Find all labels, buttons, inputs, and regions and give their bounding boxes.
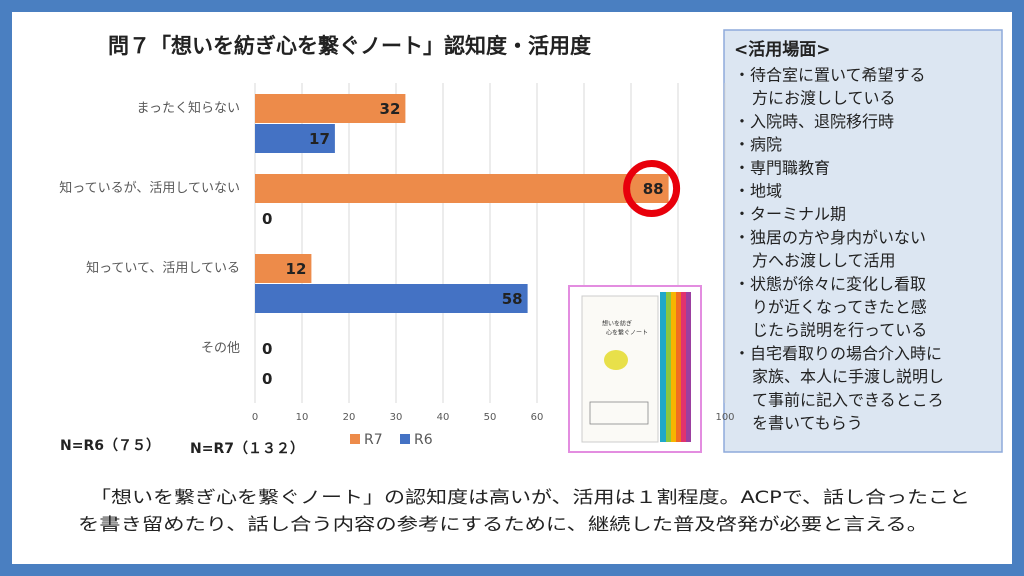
note-tab: [676, 292, 681, 442]
y-tick-label: 知っているが、活用していない: [59, 180, 240, 196]
legend-swatch: [350, 434, 360, 444]
bar: [255, 124, 335, 153]
panel-bullet: 方へお渡しして活用: [752, 251, 896, 270]
bar: [255, 254, 312, 283]
panel-bullet: 家族、本人に手渡し説明し: [752, 367, 944, 386]
note-tab: [686, 292, 691, 442]
highlight-circle: [623, 160, 681, 217]
x-tick-label: 30: [390, 412, 403, 423]
x-tick-label: 50: [484, 412, 497, 423]
x-tick-label: 60: [531, 412, 544, 423]
cover-title: 想いを紡ぎ: [602, 320, 632, 328]
y-tick-label: その他: [201, 341, 240, 356]
y-tick-label: まったく知らない: [137, 100, 240, 116]
note-tab: [660, 292, 666, 442]
data-label: 58: [502, 290, 523, 308]
panel-bullet: ・待合室に置いて希望する: [734, 66, 926, 85]
data-label: 17: [309, 130, 330, 148]
chart-title: 問７「想いを紡ぎ心を繋ぐノート」認知度・活用度: [108, 34, 591, 58]
footer-text: 「想いを繋ぎ心を繋ぐノート」の認知度は高いが、活用は１割程度。ACPで、話し合っ…: [90, 488, 970, 508]
sample-size: N=R6（７５）: [60, 438, 160, 454]
cover-image: 想いを紡ぎ 心を繋ぐノート: [568, 285, 702, 453]
panel-bullet: りが近くなってきたと感: [752, 298, 927, 317]
x-tick-label: 40: [437, 412, 450, 423]
sample-size: N=R7（１３２）: [190, 441, 304, 457]
panel-bullet: ・ターミナル期: [734, 205, 846, 224]
data-label: 12: [286, 260, 307, 278]
data-label: 32: [380, 100, 401, 118]
note-tab: [671, 292, 676, 442]
x-tick-label: 20: [343, 412, 356, 423]
bar: [255, 174, 669, 203]
data-label: 0: [262, 210, 272, 228]
panel-bullet: ・状態が徐々に変化し看取: [734, 274, 926, 293]
panel-bullet: ・地域: [734, 182, 782, 201]
note-tab: [666, 292, 671, 442]
cover-title: 心を繋ぐノート: [606, 329, 648, 337]
note-tab: [681, 292, 686, 442]
data-label: 0: [262, 370, 272, 388]
flower: [604, 350, 628, 370]
data-label: 0: [262, 340, 272, 358]
legend-label: R7: [364, 432, 383, 448]
panel-bullet: ・病院: [734, 135, 782, 154]
panel-bullet: て事前に記入できるところ: [752, 390, 944, 409]
panel-bullet: 方にお渡ししている: [752, 89, 896, 108]
legend-swatch: [400, 434, 410, 444]
y-tick-label: 知っていて、活用している: [86, 260, 240, 276]
panel-bullet: ・独居の方や身内がいない: [734, 228, 926, 247]
bar: [255, 94, 406, 123]
side-panel: [723, 29, 1003, 453]
x-tick-label: 100: [715, 412, 734, 423]
x-tick-label: 10: [296, 412, 309, 423]
x-tick-label: 0: [252, 412, 258, 423]
panel-bullet: ・専門職教育: [734, 158, 830, 177]
panel-bullet: ・自宅看取りの場合介入時に: [734, 344, 942, 363]
footer-text: を書き留めたり、話し合う内容の参考にするために、継続した普及啓発が必要と言える。: [78, 515, 928, 535]
panel-title: <活用場面>: [734, 39, 831, 60]
panel-bullet: を書いてもらう: [752, 414, 863, 433]
name-box: [589, 401, 649, 425]
data-label: 88: [643, 180, 664, 198]
bar: [255, 284, 528, 313]
panel-bullet: じたら説明を行っている: [752, 321, 927, 340]
panel-bullet: ・入院時、退院移行時: [734, 112, 894, 131]
legend-label: R6: [414, 432, 433, 448]
